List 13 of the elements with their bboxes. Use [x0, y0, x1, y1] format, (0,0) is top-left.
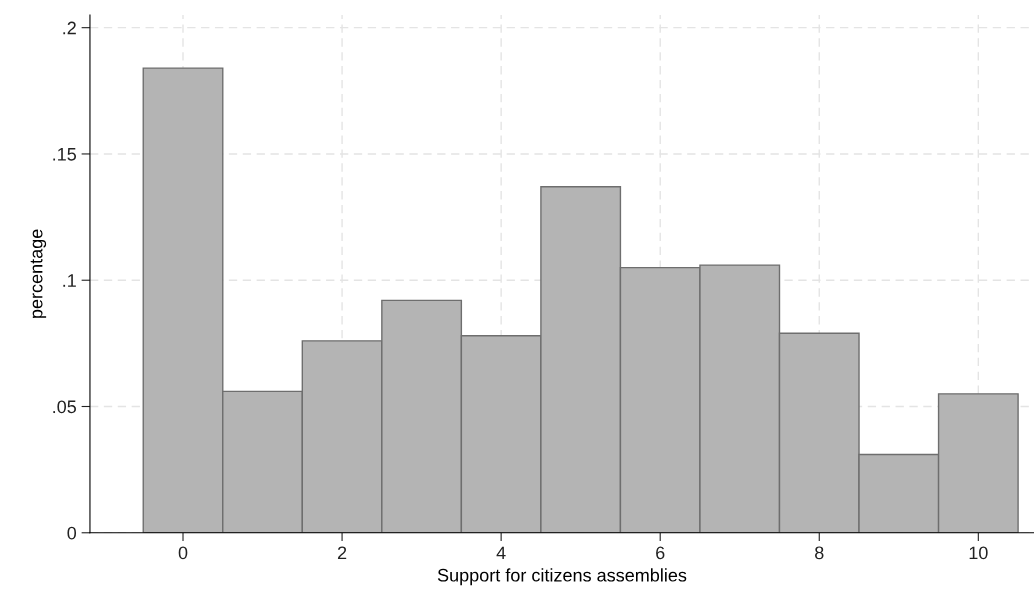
x-tick-label: 10: [969, 546, 988, 560]
x-tick-label: 2: [337, 546, 347, 560]
x-axis-title: Support for citizens assemblies: [437, 568, 687, 586]
y-tick-label: .05: [53, 400, 77, 414]
y-axis-title: percentage: [30, 229, 47, 318]
y-tick-label: .1: [63, 274, 76, 287]
y-tick-label: .15: [53, 148, 77, 161]
x-tick-label: 6: [656, 546, 665, 560]
x-tick-label: 4: [496, 546, 506, 560]
y-tick-label: 0: [67, 526, 77, 540]
x-tick-label: 0: [178, 546, 188, 560]
x-tick-label: 8: [815, 546, 824, 560]
y-tick-label: .2: [63, 21, 76, 35]
